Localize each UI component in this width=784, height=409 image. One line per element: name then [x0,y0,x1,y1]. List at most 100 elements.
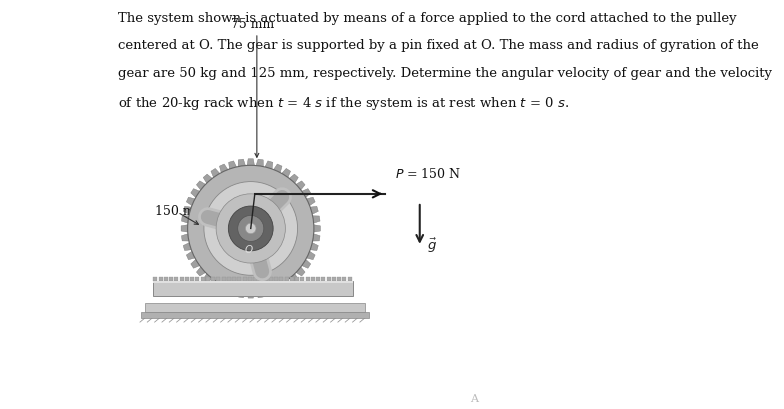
Bar [153,282,353,296]
Circle shape [216,194,285,263]
Text: The system shown is actuated by means of a force applied to the cord attached to: The system shown is actuated by means of… [118,11,737,25]
Polygon shape [238,160,245,167]
Bar [269,277,273,282]
Polygon shape [256,291,263,298]
Polygon shape [187,252,195,260]
Text: 75 mm: 75 mm [231,18,274,31]
Bar [332,277,336,282]
Bar [169,277,173,282]
Polygon shape [211,280,220,289]
Polygon shape [289,274,298,283]
Polygon shape [307,252,315,260]
Polygon shape [296,182,305,191]
Polygon shape [191,260,200,269]
Bar [253,277,257,282]
Bar [290,277,294,282]
Circle shape [245,224,256,234]
Bar [164,277,168,282]
Bar [154,277,158,282]
Text: $O$: $O$ [244,242,253,254]
Bar [285,277,289,282]
Bar [191,277,194,282]
Bar [274,277,278,282]
Bar [243,277,247,282]
Polygon shape [197,267,205,276]
Polygon shape [314,225,321,233]
Bar [296,277,299,282]
Bar [216,277,220,282]
Text: of the 20-kg rack when $t$ = 4 $s$ if the system is at rest when $t$ = 0 $s$.: of the 20-kg rack when $t$ = 4 $s$ if th… [118,94,569,111]
Polygon shape [211,169,220,178]
Bar [206,277,210,282]
Polygon shape [191,189,200,198]
Bar [211,277,215,282]
Polygon shape [313,216,320,224]
Polygon shape [289,175,298,184]
Bar [327,277,331,282]
Circle shape [228,207,273,251]
Text: 150 mm: 150 mm [155,204,206,217]
Bar [158,277,162,282]
Bar [316,277,320,282]
Polygon shape [197,182,205,191]
Polygon shape [181,234,189,241]
Bar [311,277,315,282]
Polygon shape [265,162,273,169]
Text: $\vec{g}$: $\vec{g}$ [426,236,437,254]
Circle shape [187,166,314,292]
Bar [195,277,199,282]
Bar [174,277,179,282]
Bar [300,277,304,282]
Polygon shape [302,260,310,269]
Polygon shape [307,198,315,206]
Polygon shape [247,292,255,298]
Text: $P$ = 150 N: $P$ = 150 N [395,167,462,181]
Polygon shape [229,162,237,169]
Polygon shape [238,291,245,298]
Text: gear are 50 kg and 125 mm, respectively. Determine the angular velocity of gear : gear are 50 kg and 125 mm, respectively.… [118,67,772,80]
Polygon shape [220,285,228,293]
Polygon shape [203,175,212,184]
Polygon shape [256,160,263,167]
Polygon shape [203,274,212,283]
Polygon shape [181,225,187,233]
Bar [238,277,241,282]
Bar [321,277,325,282]
Bar [141,312,368,318]
Polygon shape [183,243,191,251]
Polygon shape [302,189,310,198]
Polygon shape [310,243,318,251]
Polygon shape [183,207,191,215]
Bar [232,277,236,282]
Polygon shape [274,165,282,173]
Bar [343,277,347,282]
Bar [222,277,226,282]
Bar [227,277,230,282]
Circle shape [204,182,298,276]
Polygon shape [296,267,305,276]
Bar [145,303,365,312]
Polygon shape [187,198,195,206]
Bar [201,277,205,282]
Polygon shape [313,234,320,241]
Bar [248,277,252,282]
Bar [348,277,352,282]
Polygon shape [274,285,282,293]
Circle shape [238,216,263,242]
Text: centered at O. The gear is supported by a pin fixed at O. The mass and radius of: centered at O. The gear is supported by … [118,39,759,52]
Bar [279,277,283,282]
Bar [306,277,310,282]
Bar [263,277,267,282]
Bar [259,277,263,282]
Bar [337,277,341,282]
Polygon shape [265,288,273,296]
Bar [153,281,353,283]
Bar [180,277,183,282]
Text: A: A [470,393,477,403]
Polygon shape [181,216,189,224]
Polygon shape [247,160,255,166]
Polygon shape [281,169,291,178]
Polygon shape [229,288,237,296]
Polygon shape [310,207,318,215]
Bar [185,277,189,282]
